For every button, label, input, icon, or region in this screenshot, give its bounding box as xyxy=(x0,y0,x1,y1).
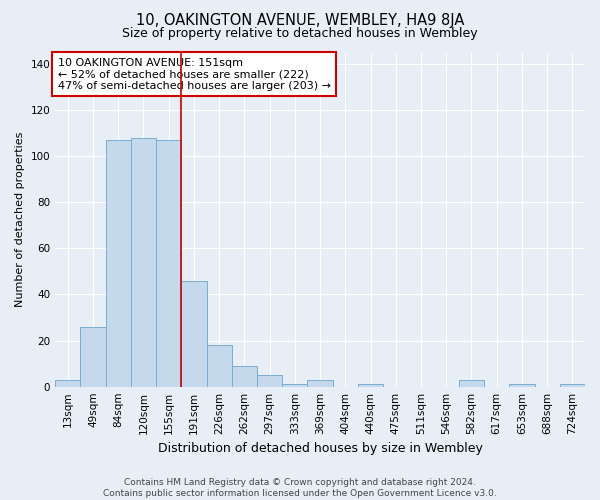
Bar xyxy=(156,140,181,386)
Bar xyxy=(459,380,484,386)
Bar xyxy=(282,384,307,386)
Bar xyxy=(181,280,206,386)
Text: Contains HM Land Registry data © Crown copyright and database right 2024.
Contai: Contains HM Land Registry data © Crown c… xyxy=(103,478,497,498)
Bar xyxy=(106,140,131,386)
Bar xyxy=(131,138,156,386)
Bar xyxy=(307,380,332,386)
Bar xyxy=(232,366,257,386)
Bar xyxy=(509,384,535,386)
Text: 10, OAKINGTON AVENUE, WEMBLEY, HA9 8JA: 10, OAKINGTON AVENUE, WEMBLEY, HA9 8JA xyxy=(136,12,464,28)
Bar xyxy=(358,384,383,386)
Text: 10 OAKINGTON AVENUE: 151sqm
← 52% of detached houses are smaller (222)
47% of se: 10 OAKINGTON AVENUE: 151sqm ← 52% of det… xyxy=(58,58,331,90)
Bar xyxy=(206,345,232,387)
Bar xyxy=(257,375,282,386)
Y-axis label: Number of detached properties: Number of detached properties xyxy=(15,132,25,308)
Bar xyxy=(55,380,80,386)
Text: Size of property relative to detached houses in Wembley: Size of property relative to detached ho… xyxy=(122,28,478,40)
Bar xyxy=(80,327,106,386)
Bar xyxy=(560,384,585,386)
X-axis label: Distribution of detached houses by size in Wembley: Distribution of detached houses by size … xyxy=(158,442,482,455)
